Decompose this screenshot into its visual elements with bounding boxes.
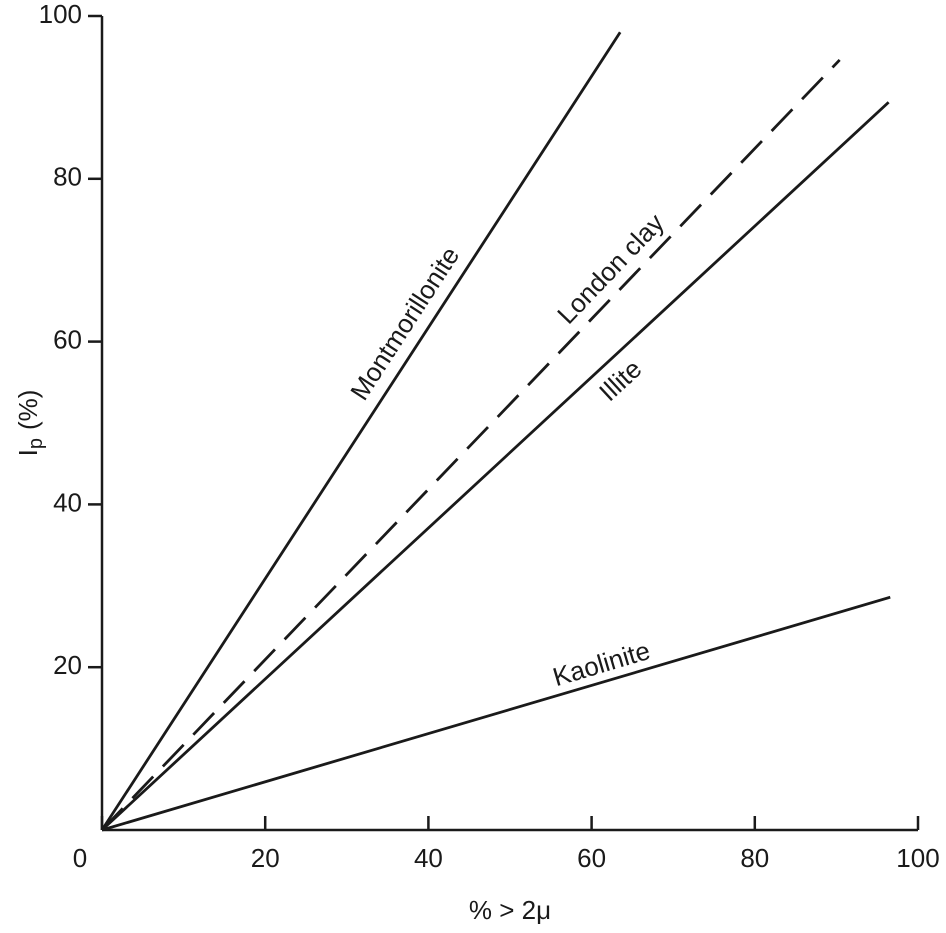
line-label: Montmorillonite [344,241,465,405]
y-tick-label: 100 [39,0,82,29]
y-tick-label: 80 [53,162,82,192]
x-tick-label: 40 [414,843,443,873]
y-tick-label: 20 [53,650,82,680]
y-label-subscript: p [25,438,47,449]
y-tick-label: 40 [53,487,82,517]
x-tick-label: 60 [577,843,606,873]
y-label-suffix: (%) [13,390,43,430]
x-tick-label: 100 [896,843,939,873]
data-line [100,58,841,831]
line-label: London clay [551,208,670,330]
data-line [101,101,890,832]
x-tick-label: 0 [73,843,87,873]
data-line [101,595,891,832]
line-label: Illite [593,354,647,407]
x-axis-label: % > 2μ [469,895,551,925]
y-label-main: I [13,449,43,456]
x-tick-label: 80 [740,843,769,873]
y-axis-label: Ip (%) [13,390,47,457]
x-tick-label: 20 [251,843,280,873]
y-tick-label: 60 [53,324,82,354]
data-line [100,31,622,831]
